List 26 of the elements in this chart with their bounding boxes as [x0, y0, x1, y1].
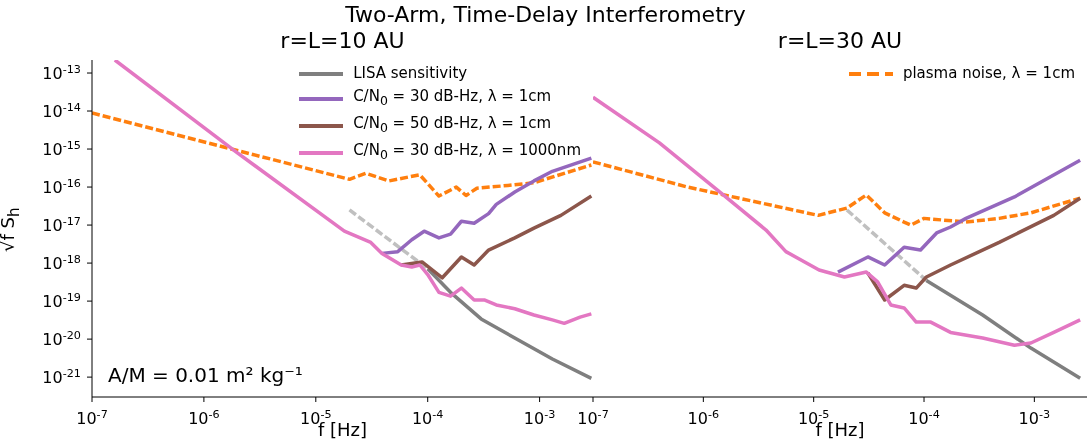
y-tick-label: 10$^{-20}$ [42, 328, 81, 350]
x-tick-label: 10$^{-7}$ [76, 407, 108, 428]
annotation: A/M = 0.01 m² kg⁻¹ [108, 363, 303, 387]
legend-label: C/N$_{0}$ = 30 dB-Hz, λ = 1cm [353, 86, 552, 110]
y-tick-label: 10$^{-18}$ [42, 252, 81, 274]
y-tick-label: 10$^{-19}$ [42, 290, 81, 312]
legend-label: LISA sensitivity [353, 63, 468, 84]
y-tick-label: 10$^{-14}$ [42, 100, 81, 122]
y-tick-label: 10$^{-16}$ [42, 176, 81, 198]
y-tick-label: 10$^{-15}$ [42, 138, 81, 160]
chart-title: Two-Arm, Time-Delay Interferometry [344, 2, 747, 27]
x-tick-label: 10$^{-4}$ [411, 407, 444, 428]
legend-label: plasma noise, λ = 1cm [902, 63, 1075, 84]
legend-label: C/N$_{0}$ = 50 dB-Hz, λ = 1cm [353, 113, 552, 137]
y-tick-label: 10$^{-21}$ [42, 366, 81, 388]
x-tick-label: 10$^{-4}$ [908, 407, 940, 428]
x-tick-label: 10$^{-3}$ [523, 407, 556, 428]
chart-subtitle: r=L=10 AU [279, 28, 406, 53]
x-tick-label: 10$^{-3}$ [1018, 407, 1051, 428]
chart-title: r=L=30 AU [776, 28, 904, 53]
y-tick-label: 10$^{-13}$ [42, 62, 81, 84]
x-tick-label: 10$^{-6}$ [687, 407, 720, 428]
y-tick-label: 10$^{-17}$ [42, 214, 81, 236]
x-tick-label: 10$^{-6}$ [188, 407, 220, 428]
x-tick-label: 10$^{-7}$ [577, 407, 609, 428]
legend-label: C/N$_{0}$ = 30 dB-Hz, λ = 1000nm [353, 140, 581, 164]
